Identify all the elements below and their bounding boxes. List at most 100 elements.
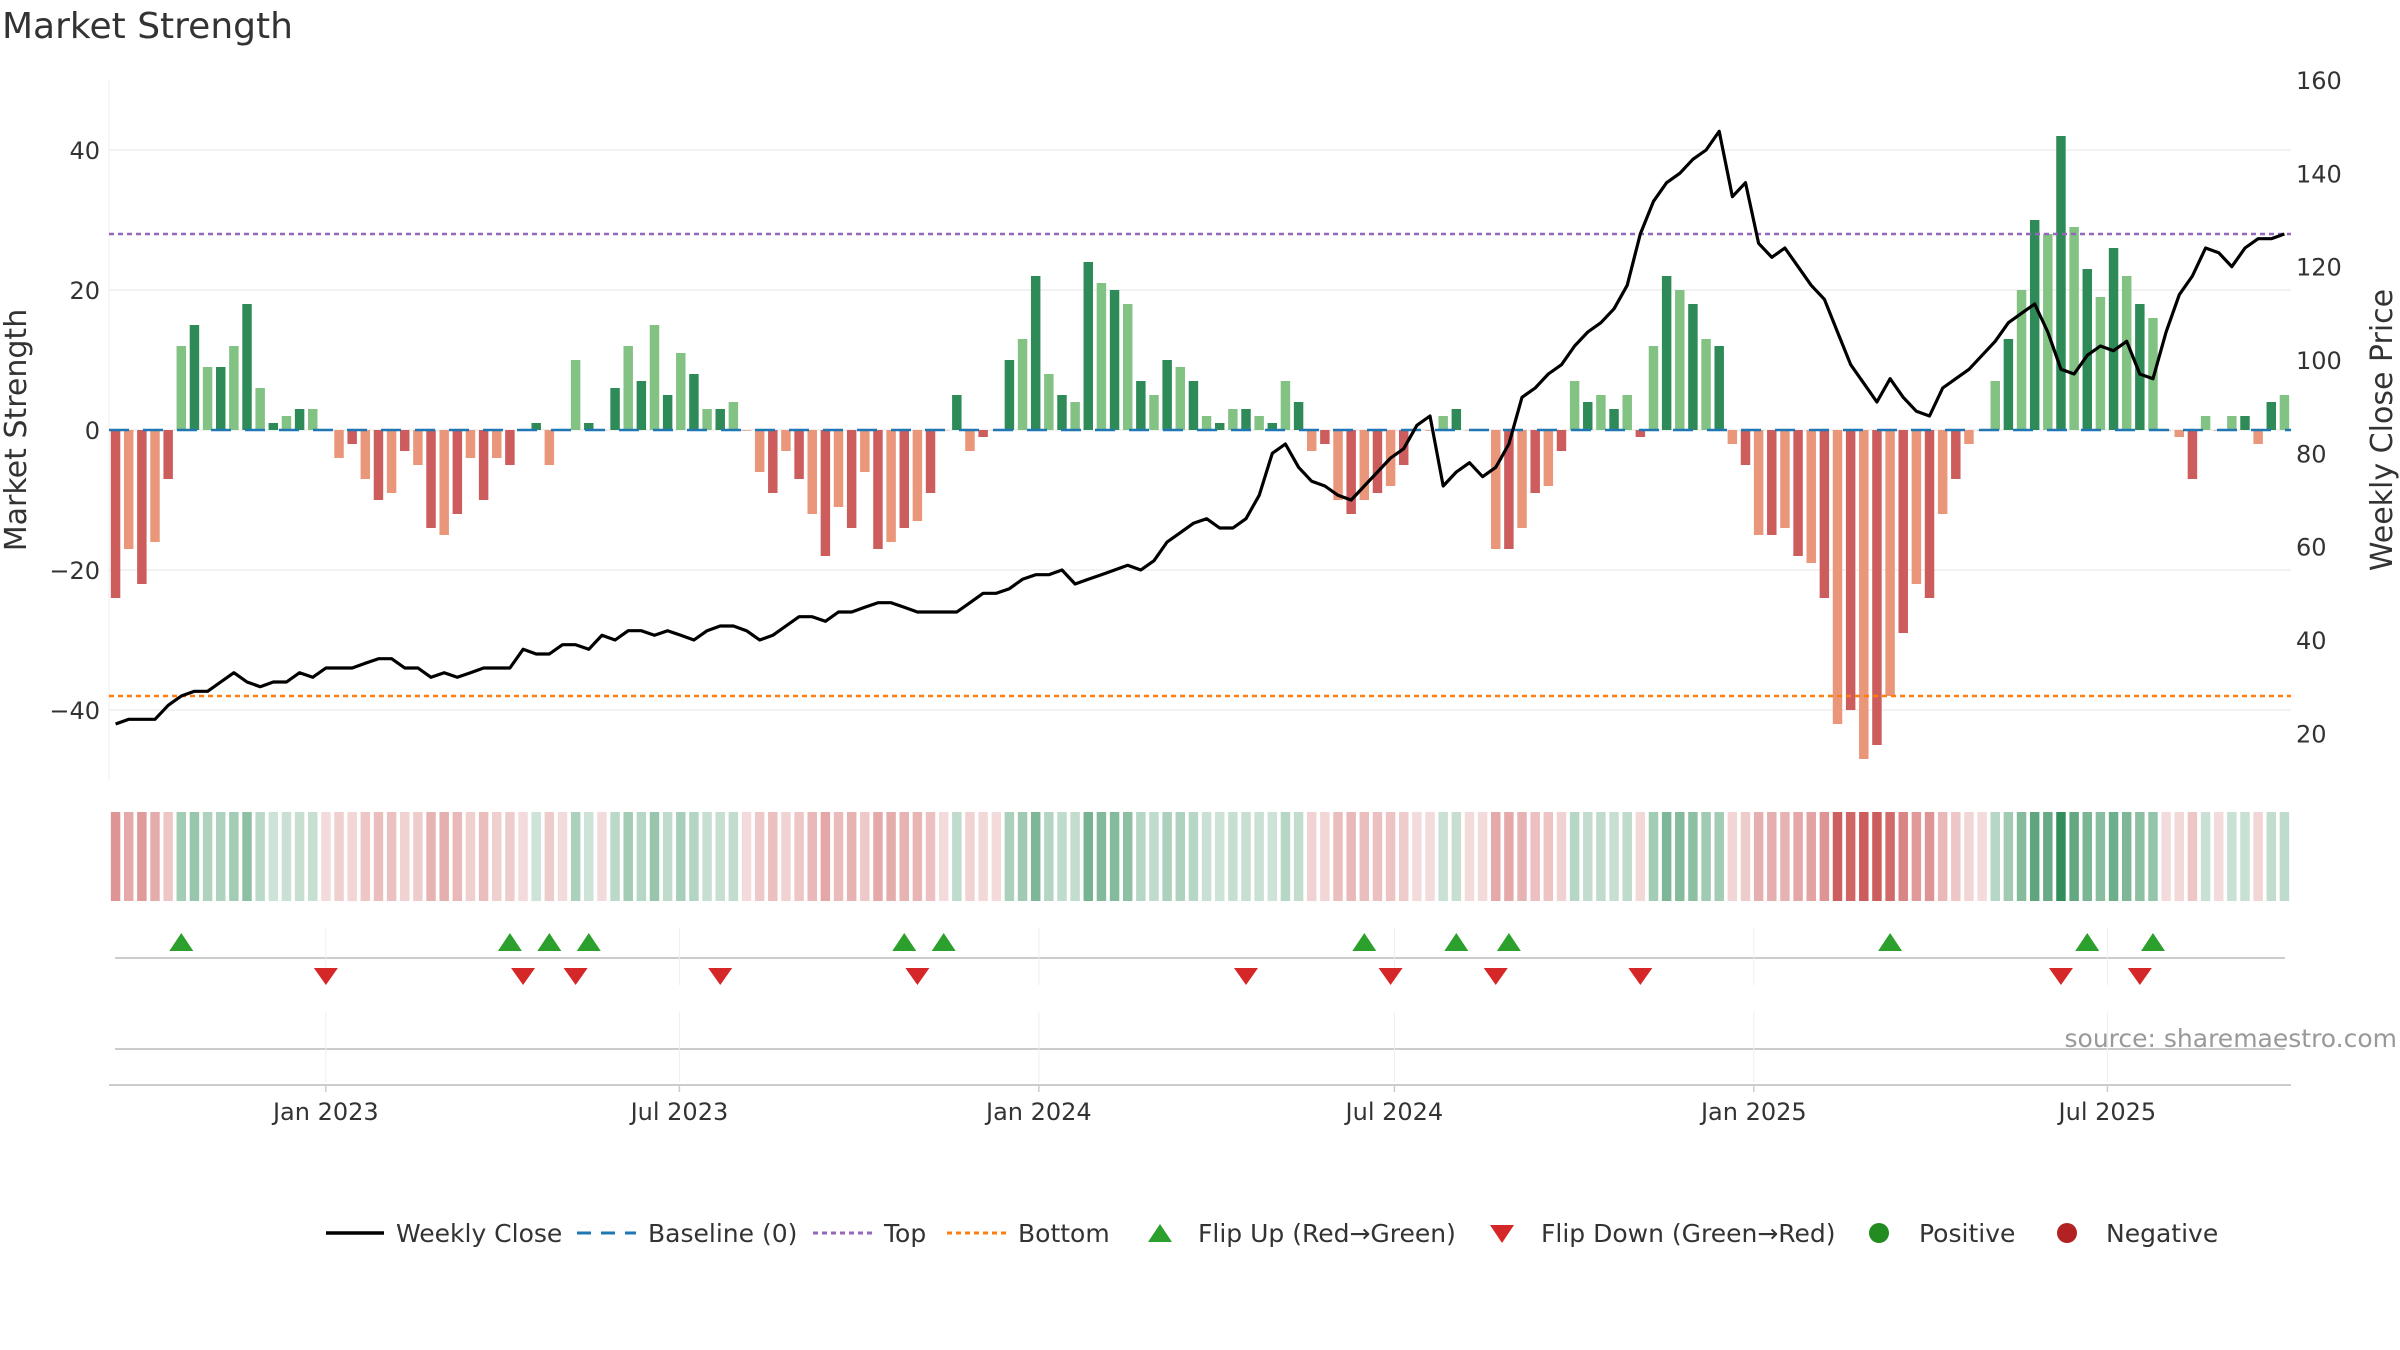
heat-cell (2161, 812, 2171, 901)
strength-bar (1951, 430, 1961, 479)
strength-bar (715, 409, 725, 430)
heat-cell (584, 812, 594, 901)
heat-cell (873, 812, 883, 901)
heat-cell (321, 812, 331, 901)
heat-cell (1438, 812, 1448, 901)
strength-bar (478, 430, 489, 500)
strength-bar (1583, 402, 1593, 430)
strength-bar (492, 430, 502, 458)
heat-cell (1149, 812, 1159, 901)
chart-title: Market Strength (2, 6, 293, 47)
flip-up-marker (1352, 933, 1377, 951)
strength-bar (1767, 430, 1777, 535)
strength-bar (912, 430, 923, 521)
heat-cell (952, 812, 962, 901)
flip-up-marker (537, 933, 562, 951)
heat-cell (1201, 812, 1212, 901)
heat-cell (1399, 812, 1409, 901)
y2-tick-label: 60 (2296, 534, 2327, 562)
strength-bar (702, 409, 712, 430)
flip-down-marker (905, 968, 930, 985)
strength-bar (2174, 430, 2185, 437)
strength-heat-strip (110, 812, 2290, 901)
strength-bar (649, 325, 660, 430)
heat-cell (1306, 812, 1317, 901)
heat-cell (649, 812, 660, 901)
strength-bar (1964, 430, 1974, 444)
legend-label: Flip Up (Red→Green) (1198, 1219, 1456, 1248)
strength-bar (123, 430, 134, 549)
strength-bar (1675, 290, 1685, 430)
strength-bar (215, 367, 226, 430)
heat-cell (531, 812, 541, 901)
strength-bar (807, 430, 817, 514)
heat-cell (1188, 812, 1199, 901)
strength-bar (1017, 339, 1028, 430)
y-tick-label: 20 (69, 277, 100, 305)
heat-cell (978, 812, 988, 901)
heat-cell (1464, 812, 1475, 901)
strength-bar (899, 430, 909, 528)
heat-cell (1333, 812, 1343, 901)
strength-bar (1136, 381, 1146, 430)
strength-bar (2069, 227, 2079, 430)
heat-cell (610, 812, 620, 901)
strength-bar (110, 430, 121, 598)
strength-bar (1057, 395, 1067, 430)
strength-bar (1109, 290, 1120, 430)
heat-cell (1951, 812, 1961, 901)
strength-bar (1859, 430, 1869, 759)
heat-cell (794, 812, 804, 901)
strength-bar (2240, 416, 2250, 430)
heat-cell (925, 812, 936, 901)
source-label: source: sharemaestro.com (2065, 1024, 2398, 1053)
flip-up-marker (2075, 933, 2100, 951)
strength-bar (965, 430, 975, 451)
y2-axis-ticks: 160 140 120 100 80 60 40 20 (2296, 67, 2342, 748)
heat-cell (1004, 812, 1015, 901)
heat-cell (754, 812, 765, 901)
strength-bar (978, 430, 988, 437)
strength-bar (768, 430, 778, 493)
strength-bar (505, 430, 515, 465)
heat-cell (623, 812, 633, 901)
heat-cell (781, 812, 791, 901)
strength-bar (1753, 430, 1764, 535)
strength-bar (1806, 430, 1816, 563)
strength-bar (1320, 430, 1330, 444)
strength-bar (1530, 430, 1540, 493)
strength-bar (1793, 430, 1803, 556)
heat-cell (1977, 812, 1987, 901)
heat-cell (676, 812, 686, 901)
strength-bar (2108, 248, 2119, 430)
strength-bar (925, 430, 936, 493)
heat-cell (1885, 812, 1895, 901)
y-axis-ticks: 40 20 0 −20 −40 (49, 137, 100, 725)
heat-cell (636, 812, 647, 901)
strength-bar (360, 430, 371, 479)
strength-bar (452, 430, 463, 514)
heat-cell (334, 812, 344, 901)
heat-cell (518, 812, 528, 901)
heat-cell (1162, 812, 1172, 901)
strength-bar (584, 423, 594, 430)
heat-cell (1767, 812, 1777, 901)
strength-bars (110, 136, 2290, 759)
strength-bar (1543, 430, 1554, 486)
reference-lines (109, 232, 2291, 698)
y-axis-label: Market Strength (0, 309, 34, 551)
heat-cell (229, 812, 239, 901)
strength-bar (1872, 430, 1882, 745)
heat-cell (2003, 812, 2014, 901)
heat-cell (373, 812, 384, 901)
strength-bar (1030, 276, 1041, 430)
heat-cell (268, 812, 279, 901)
y2-tick-label: 100 (2296, 347, 2342, 375)
strength-bar (281, 416, 292, 430)
flip-markers-panel (115, 928, 2285, 985)
heat-cell (1530, 812, 1540, 901)
heat-cell (2227, 812, 2237, 901)
heat-cell (1780, 812, 1790, 901)
heat-cell (413, 812, 423, 901)
strength-bar (1937, 430, 1948, 514)
